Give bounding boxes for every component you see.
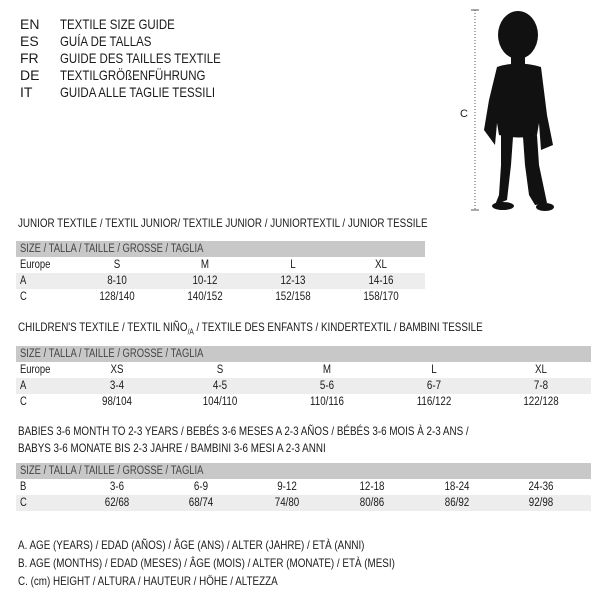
- lang-code: IT: [20, 84, 33, 100]
- lang-code: ES: [20, 33, 39, 49]
- table-row: C 62/68 68/74 74/80 80/86 86/92 92/98: [16, 495, 591, 511]
- lang-code: DE: [20, 67, 40, 83]
- table-row: Europe XS S M L XL: [20, 364, 547, 376]
- lang-title: TEXTILGRÖßENFÜHRUNG: [60, 67, 206, 83]
- table-row: C 98/104 104/110 110/116 116/122 122/128: [20, 396, 559, 408]
- lang-code: FR: [20, 50, 39, 66]
- junior-size-table: SIZE / TALLA / TAILLE / GRÖSSE / TAGLIA …: [16, 241, 425, 305]
- legend-c: C. (cm) HEIGHT / ALTURA / HAUTEUR / HÖHE…: [18, 574, 278, 588]
- lang-title: GUIDE DES TAILLES TEXTILE: [60, 50, 221, 66]
- table-row: Europe S M L XL: [20, 259, 387, 271]
- babies-heading-line2: BABYS 3-6 MONATE BIS 2-3 JAHRE / BAMBINI…: [18, 441, 326, 455]
- babies-size-table: SIZE / TALLA / TAILLE / GRÖSSE / TAGLIA …: [16, 463, 591, 511]
- legend-b: B. AGE (MONTHS) / EDAD (MESES) / ÂGE (MO…: [18, 556, 395, 570]
- child-silhouette-figure: C: [455, 5, 575, 215]
- measure-label: C: [460, 108, 468, 120]
- table-row: C 128/140 140/152 152/158 158/170: [20, 291, 399, 303]
- table-row: A 8-10 10-12 12-13 14-16: [16, 273, 425, 289]
- table-header: SIZE / TALLA / TAILLE / GRÖSSE / TAGLIA: [16, 241, 425, 257]
- table-header: SIZE / TALLA / TAILLE / GRÖSSE / TAGLIA: [16, 346, 591, 362]
- children-size-table: SIZE / TALLA / TAILLE / GRÖSSE / TAGLIA …: [16, 346, 591, 410]
- lang-title: GUIDA ALLE TAGLIE TESSILI: [60, 84, 216, 100]
- junior-heading: JUNIOR TEXTILE / TEXTIL JUNIOR/ TEXTILE …: [18, 216, 428, 230]
- child-silhouette-icon: [471, 9, 554, 211]
- legend-a: A. AGE (YEARS) / EDAD (AÑOS) / ÂGE (ANS)…: [18, 538, 365, 552]
- children-heading: CHILDREN'S TEXTILE / TEXTIL NIÑO/A / TEX…: [18, 320, 483, 337]
- table-row: A 3-4 4-5 5-6 6-7 7-8: [16, 378, 591, 394]
- lang-title: GUÍA DE TALLAS: [60, 33, 152, 49]
- lang-title: TEXTILE SIZE GUIDE: [60, 16, 175, 32]
- table-header: SIZE / TALLA / TAILLE / GRÖSSE / TAGLIA: [16, 463, 591, 479]
- babies-heading-line1: BABIES 3-6 MONTH TO 2-3 YEARS / BEBÉS 3-…: [18, 424, 469, 438]
- table-row: B 3-6 6-9 9-12 12-18 18-24 24-36: [20, 481, 554, 493]
- lang-code: EN: [20, 16, 40, 32]
